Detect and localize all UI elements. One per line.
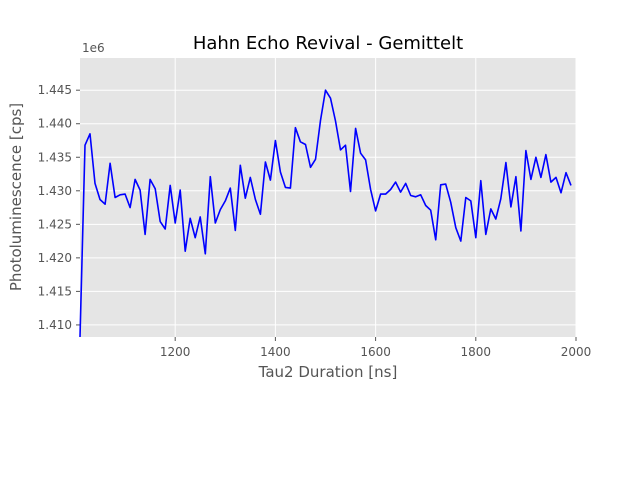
y-tick-label: 1.425 xyxy=(38,217,72,231)
y-tick-label: 1.440 xyxy=(38,117,72,131)
y-tick-label: 1.430 xyxy=(38,184,72,198)
y-axis-label: Photoluminescence [cps] xyxy=(7,103,25,291)
series-layer xyxy=(79,89,572,338)
x-tick-label: 1600 xyxy=(360,345,391,359)
y-tick-label: 1.420 xyxy=(38,251,72,265)
x-tick-label: 1200 xyxy=(160,345,191,359)
axis-ticks: 1200 1400 1600 1800 2000 1.410 1.415 1.420 1.425… xyxy=(38,83,592,359)
chart-title: Hahn Echo Revival - Gemittelt xyxy=(193,33,463,54)
y-tick-label: 1.410 xyxy=(38,318,72,332)
y-tick-label: 1.415 xyxy=(38,284,72,298)
x-axis-label: Tau2 Duration [ns] xyxy=(258,363,398,381)
x-tick-label: 1800 xyxy=(461,345,492,359)
x-tick-label: 1400 xyxy=(260,345,291,359)
plot-area xyxy=(80,58,576,337)
y-offset-label: 1e6 xyxy=(82,41,105,55)
y-tick-label: 1.445 xyxy=(38,83,72,97)
y-tick-label: 1.435 xyxy=(38,150,72,164)
x-tick-label: 2000 xyxy=(561,345,592,359)
series-line-0 xyxy=(79,89,572,338)
